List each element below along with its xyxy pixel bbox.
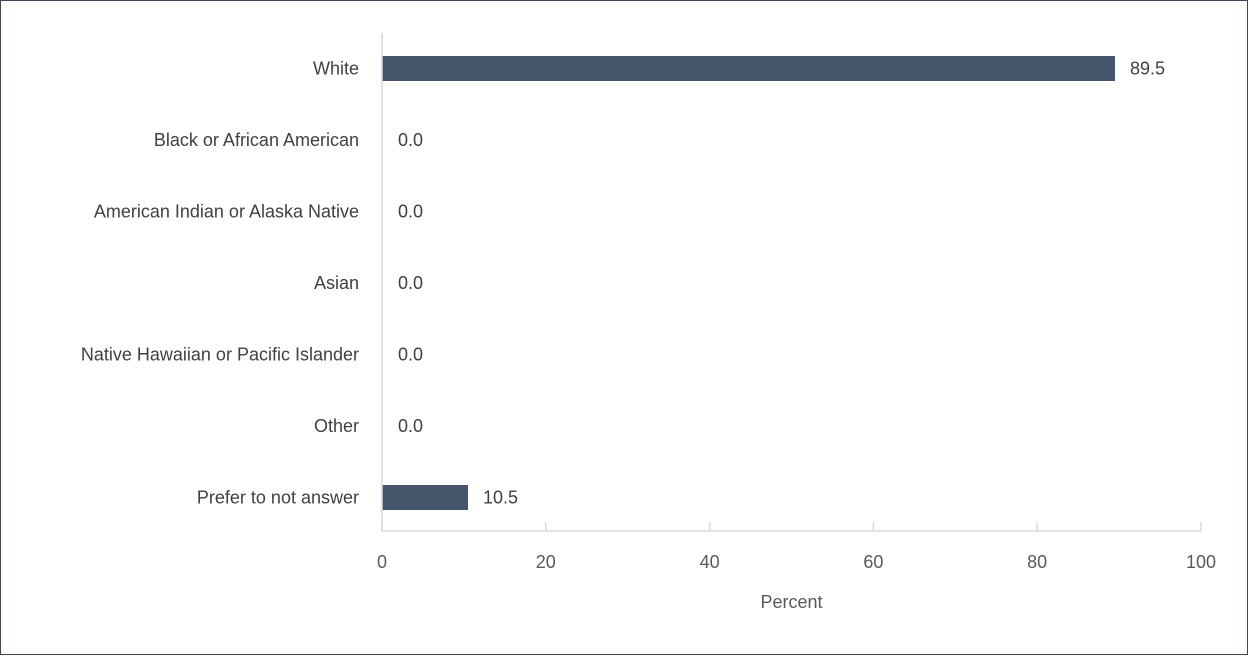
category-label: Other	[314, 416, 359, 436]
x-tick-label: 20	[536, 552, 556, 572]
axis-layer: 0 20 40 60 80 100	[377, 33, 1216, 572]
data-label: 0.0	[398, 345, 423, 365]
data-label: 89.5	[1130, 59, 1165, 79]
data-label: 0.0	[398, 273, 423, 293]
x-tick-label: 80	[1027, 552, 1047, 572]
category-label: Native Hawaiian or Pacific Islander	[81, 345, 359, 365]
category-label: Black or African American	[154, 130, 359, 150]
x-axis-title: Percent	[760, 592, 822, 612]
bars-layer	[382, 56, 1116, 510]
category-label: American Indian or Alaska Native	[94, 202, 359, 222]
x-tick-label: 60	[863, 552, 883, 572]
category-label: Prefer to not answer	[197, 488, 359, 508]
category-label: White	[313, 59, 359, 79]
x-tick-label: 0	[377, 552, 387, 572]
bar	[382, 485, 468, 510]
x-tick-label: 40	[700, 552, 720, 572]
category-label: Asian	[314, 273, 359, 293]
data-label: 0.0	[398, 130, 423, 150]
data-label: 0.0	[398, 416, 423, 436]
data-label: 10.5	[483, 488, 518, 508]
bar	[382, 56, 1116, 81]
x-tick-label: 100	[1186, 552, 1216, 572]
labels-layer: White 89.5 Black or African American 0.0 Ame…	[81, 59, 1165, 508]
data-label: 0.0	[398, 202, 423, 222]
